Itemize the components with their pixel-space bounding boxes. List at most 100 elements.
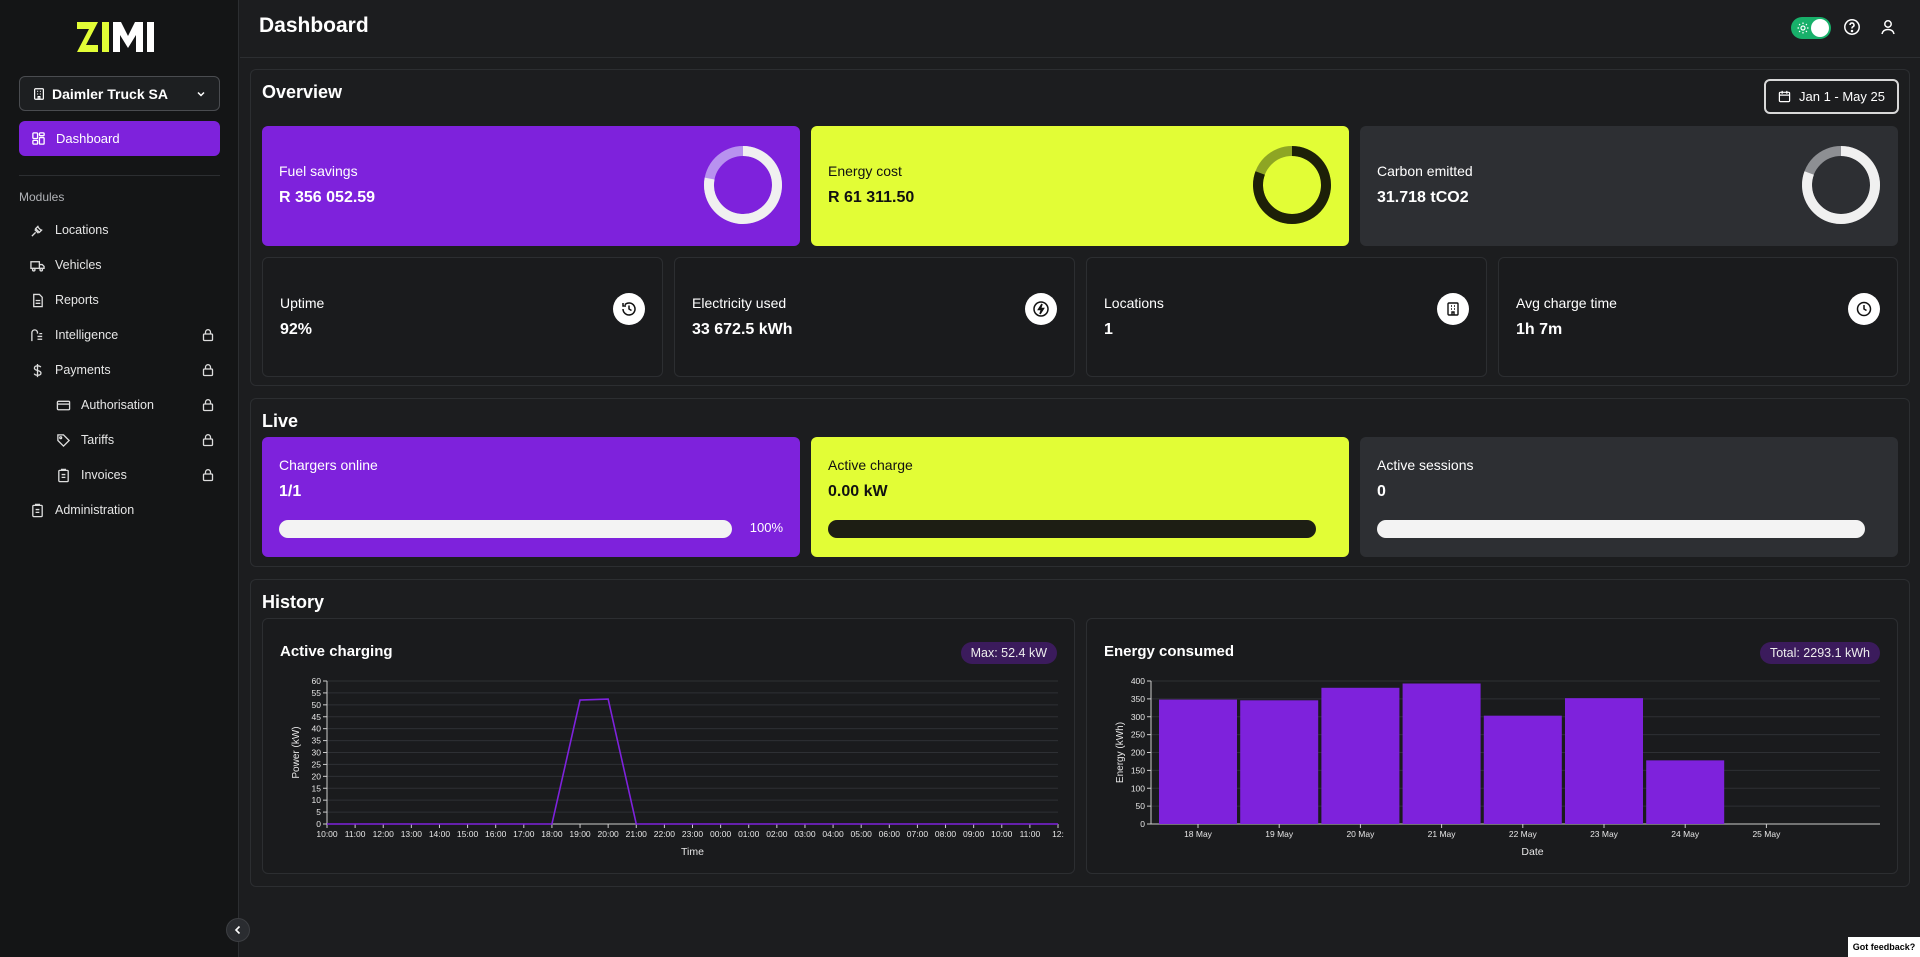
progress-percent: 100%	[749, 520, 783, 535]
date-range-label: Jan 1 - May 25	[1799, 89, 1885, 104]
card-value: R 356 052.59	[279, 189, 376, 206]
live-section: Live Chargers online 1/1 100% Active cha…	[250, 398, 1910, 567]
sun-icon	[1797, 22, 1809, 34]
history-title: History	[262, 592, 325, 612]
sidebar-item-intelligence[interactable]: Intelligence	[30, 323, 215, 347]
card-value: 33 672.5 kWh	[692, 321, 793, 338]
active-charging-chart-card: Active charging Max: 52.4 kW 0 5 10 15 20 25 3…	[262, 618, 1075, 874]
sidebar-item-authorisation[interactable]: Authorisation	[56, 393, 215, 417]
x-axis-label: Time	[681, 846, 704, 858]
lock-icon	[202, 329, 214, 342]
card-value: 0	[1377, 483, 1386, 500]
bar	[1240, 700, 1319, 824]
chart-title: Energy consumed	[1104, 643, 1235, 660]
progress-bar	[828, 520, 1316, 538]
x-tick-label: 04:00	[822, 829, 844, 839]
progress-bar	[279, 520, 732, 538]
bar	[1565, 698, 1643, 824]
sidebar-item-administration[interactable]: Administration	[30, 498, 215, 522]
active-charge-card: Active charge 0.00 kW	[811, 437, 1349, 557]
sidebar-item-label: Payments	[55, 363, 111, 377]
y-tick-label: 50	[312, 700, 322, 710]
progress-fill	[279, 520, 732, 538]
donut-chart	[1253, 146, 1331, 224]
date-range-button[interactable]: Jan 1 - May 25	[1764, 79, 1899, 114]
sidebar-item-label: Vehicles	[55, 258, 102, 272]
bar	[1646, 760, 1725, 824]
y-tick-label: 250	[1131, 730, 1145, 740]
x-tick-label: 22 May	[1509, 829, 1538, 839]
sidebar-item-label: Dashboard	[56, 131, 120, 146]
y-tick-label: 60	[312, 676, 322, 686]
lock-icon	[202, 399, 214, 412]
card-value: 31.718 tCO2	[1377, 189, 1469, 206]
x-tick-label: 21:00	[626, 829, 648, 839]
y-tick-label: 45	[312, 712, 322, 722]
card-label: Uptime	[280, 295, 325, 311]
live-title: Live	[262, 411, 299, 431]
x-tick-label: 13:00	[401, 829, 423, 839]
header: Dashboard	[240, 0, 1920, 58]
energy-cost-card: Energy cost R 61 311.50	[811, 126, 1349, 246]
card-label: Chargers online	[279, 457, 378, 473]
lightning-icon	[1025, 293, 1057, 325]
x-tick-label: 25 May	[1752, 829, 1781, 839]
x-tick-label: 24 May	[1671, 829, 1700, 839]
active-sessions-card: Active sessions 0	[1360, 437, 1898, 557]
card-label: Electricity used	[692, 295, 787, 311]
org-selector[interactable]: Daimler Truck SA	[19, 76, 220, 111]
y-tick-label: 40	[312, 724, 322, 734]
energy-consumed-chart: 0 50 100 150 200 250 300 350 400 Energy (kWh) Date…	[1115, 676, 1880, 858]
card-icon	[56, 400, 71, 410]
x-axis-label: Date	[1521, 846, 1543, 858]
theme-toggle[interactable]	[1791, 17, 1831, 39]
card-value: 1h 7m	[1516, 321, 1563, 338]
card-value: 0.00 kW	[828, 483, 888, 500]
modules-label: Modules	[19, 190, 65, 204]
y-axis-label: Power (kW)	[291, 726, 302, 778]
card-value: 1/1	[279, 483, 302, 500]
toggle-knob	[1811, 19, 1829, 37]
y-axis-label: Energy (kWh)	[1115, 722, 1126, 783]
lock-icon	[202, 469, 214, 482]
sidebar-item-tariffs[interactable]: Tariffs	[56, 428, 215, 452]
x-tick-label: 18:00	[541, 829, 563, 839]
card-value: 1	[1104, 321, 1113, 338]
y-tick-label: 25	[312, 759, 322, 769]
sidebar-item-vehicles[interactable]: Vehicles	[30, 253, 215, 277]
y-tick-label: 55	[312, 688, 322, 698]
max-badge: Max: 52.4 kW	[960, 642, 1057, 664]
zimi-logo[interactable]	[76, 20, 162, 54]
progress-bar	[1377, 520, 1865, 538]
sidebar-item-dashboard[interactable]: Dashboard	[19, 121, 220, 156]
x-tick-label: 02:00	[766, 829, 788, 839]
y-tick-label: 100	[1131, 783, 1145, 793]
user-icon[interactable]	[1879, 18, 1897, 36]
x-tick-label: 15:00	[457, 829, 479, 839]
fuel-savings-card: Fuel savings R 356 052.59	[262, 126, 800, 246]
sidebar-divider	[19, 175, 220, 176]
report-icon	[33, 293, 43, 307]
x-tick-label: 03:00	[794, 829, 816, 839]
x-tick-label: 09:00	[963, 829, 985, 839]
clock-icon	[1848, 293, 1880, 325]
card-label: Locations	[1104, 295, 1164, 311]
x-tick-label: 20:00	[598, 829, 620, 839]
bar	[1402, 683, 1481, 824]
x-tick-label: 23:00	[682, 829, 704, 839]
locations-card: Locations 1	[1086, 257, 1487, 377]
collapse-sidebar-button[interactable]	[226, 918, 250, 942]
energy-consumed-chart-card: Energy consumed Total: 2293.1 kWh 0 50 100…	[1086, 618, 1898, 874]
feedback-button[interactable]: Got feedback?	[1848, 937, 1920, 957]
y-tick-label: 0	[1140, 819, 1145, 829]
x-tick-label: 16:00	[485, 829, 507, 839]
chargers-online-card: Chargers online 1/1 100%	[262, 437, 800, 557]
sidebar-item-locations[interactable]: Locations	[30, 218, 215, 242]
sidebar-item-invoices[interactable]: Invoices	[56, 463, 215, 487]
sidebar-item-label: Authorisation	[81, 398, 154, 412]
help-icon[interactable]	[1843, 18, 1861, 36]
sidebar-item-reports[interactable]: Reports	[30, 288, 215, 312]
sidebar-item-label: Invoices	[81, 468, 127, 482]
sidebar-item-payments[interactable]: Payments	[30, 358, 215, 382]
x-tick-label: 14:00	[429, 829, 451, 839]
